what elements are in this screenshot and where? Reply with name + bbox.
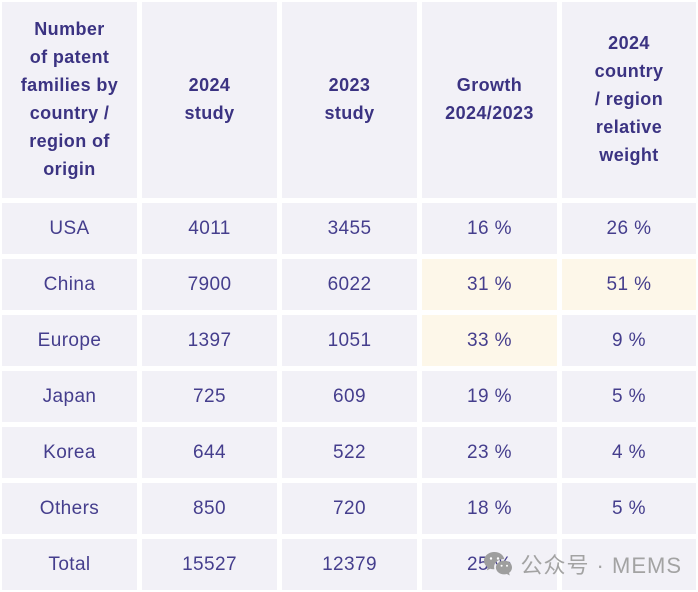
cell-growth: 25 % xyxy=(422,539,557,590)
cell-growth: 16 % xyxy=(422,203,557,254)
cell-region: Total xyxy=(2,539,137,590)
cell-growth: 33 % xyxy=(422,315,557,366)
cell-region: China xyxy=(2,259,137,310)
cell-growth: 18 % xyxy=(422,483,557,534)
cell-2023-study: 522 xyxy=(282,427,417,478)
column-header-2024-study: 2024 study xyxy=(142,2,277,198)
column-header-region: Number of patent families by country / r… xyxy=(2,2,137,198)
cell-2023-study: 6022 xyxy=(282,259,417,310)
cell-2023-study: 12379 xyxy=(282,539,417,590)
cell-region: Japan xyxy=(2,371,137,422)
cell-growth: 23 % xyxy=(422,427,557,478)
column-header-growth: Growth 2024/2023 xyxy=(422,2,557,198)
cell-2024-study: 1397 xyxy=(142,315,277,366)
cell-2023-study: 609 xyxy=(282,371,417,422)
cell-2023-study: 1051 xyxy=(282,315,417,366)
column-header-weight: 2024 country / region relative weight xyxy=(562,2,696,198)
cell-2024-study: 7900 xyxy=(142,259,277,310)
cell-weight: 9 % xyxy=(562,315,696,366)
cell-2023-study: 3455 xyxy=(282,203,417,254)
cell-weight: 51 % xyxy=(562,259,696,310)
cell-weight: 4 % xyxy=(562,427,696,478)
cell-2024-study: 15527 xyxy=(142,539,277,590)
cell-2024-study: 725 xyxy=(142,371,277,422)
cell-growth: 19 % xyxy=(422,371,557,422)
cell-region: Europe xyxy=(2,315,137,366)
cell-2024-study: 644 xyxy=(142,427,277,478)
cell-region: Korea xyxy=(2,427,137,478)
cell-2023-study: 720 xyxy=(282,483,417,534)
cell-region: USA xyxy=(2,203,137,254)
column-header-2023-study: 2023 study xyxy=(282,2,417,198)
cell-weight: 5 % xyxy=(562,483,696,534)
cell-2024-study: 850 xyxy=(142,483,277,534)
cell-2024-study: 4011 xyxy=(142,203,277,254)
cell-growth: 31 % xyxy=(422,259,557,310)
cell-weight: 26 % xyxy=(562,203,696,254)
cell-weight xyxy=(562,539,696,590)
cell-region: Others xyxy=(2,483,137,534)
cell-weight: 5 % xyxy=(562,371,696,422)
